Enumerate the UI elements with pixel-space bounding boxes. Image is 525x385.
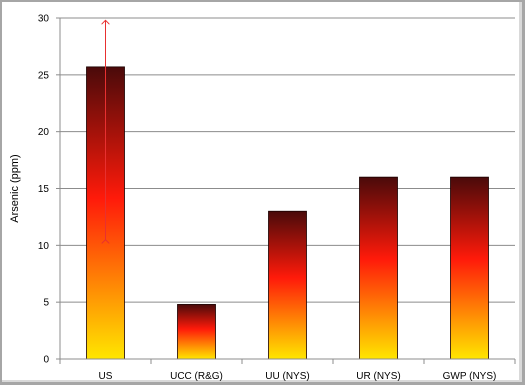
x-tick-label: UU (NYS) <box>265 371 309 382</box>
y-tick-label: 30 <box>38 14 50 25</box>
x-tick-label: GWP (NYS) <box>443 371 497 382</box>
y-tick-label: 10 <box>38 241 50 252</box>
y-tick-label: 15 <box>38 184 50 195</box>
chart-frame: 0 5 10 15 20 25 30 US UCC (R&G) UU (NYS) UR (NYS) G… <box>2 2 522 382</box>
x-tick-label: UR (NYS) <box>356 371 400 382</box>
y-tick-label: 0 <box>43 355 49 366</box>
bar <box>451 177 489 359</box>
y-tick-label: 20 <box>38 127 50 138</box>
x-tick-label: UCC (R&G) <box>170 371 223 382</box>
bar <box>360 177 398 359</box>
bar <box>269 211 307 359</box>
bars <box>87 67 489 359</box>
y-tick-label: 25 <box>38 70 50 81</box>
bar <box>178 304 216 359</box>
y-tick-label: 5 <box>43 298 49 309</box>
y-axis-title: Arsenic (ppm) <box>9 154 21 222</box>
x-tick-label: US <box>99 371 113 382</box>
